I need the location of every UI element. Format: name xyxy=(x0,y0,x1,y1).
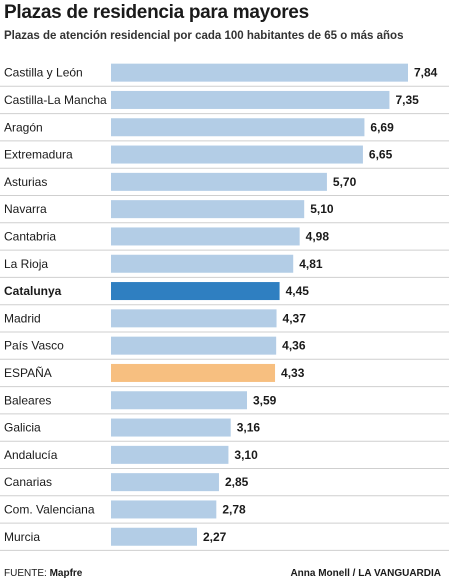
category-label: Madrid xyxy=(4,311,41,325)
category-label: Baleares xyxy=(4,393,51,407)
value-label: 4,36 xyxy=(282,339,306,353)
chart-title: Plazas de residencia para mayores xyxy=(4,2,309,23)
value-label: 2,27 xyxy=(203,530,227,544)
bar xyxy=(111,90,390,109)
value-label: 6,65 xyxy=(369,148,393,162)
bar xyxy=(111,363,276,382)
value-label: 4,98 xyxy=(306,229,330,243)
value-label: 4,33 xyxy=(281,366,305,380)
category-label: Canarias xyxy=(4,475,52,489)
bar xyxy=(111,445,229,464)
chart-subtitle: Plazas de atención residencial por cada … xyxy=(4,30,404,42)
category-label: ESPAÑA xyxy=(4,366,52,380)
bar xyxy=(111,527,197,546)
value-label: 3,10 xyxy=(234,448,258,462)
bar xyxy=(111,227,300,246)
value-label: 2,85 xyxy=(225,475,249,489)
value-label: 5,70 xyxy=(333,175,357,189)
bar xyxy=(111,282,280,301)
bar xyxy=(111,172,327,191)
category-label: La Rioja xyxy=(4,257,48,271)
category-label: Cantabria xyxy=(4,229,56,243)
category-label: Castilla-La Mancha xyxy=(4,93,107,107)
category-label: Extremadura xyxy=(4,148,73,162)
bar xyxy=(111,473,219,492)
bar xyxy=(111,309,277,328)
category-label: Navarra xyxy=(4,202,47,216)
value-label: 7,35 xyxy=(395,93,419,107)
source-name: Mapfre xyxy=(49,568,83,579)
value-label: 3,16 xyxy=(237,421,261,435)
bar xyxy=(111,391,247,410)
bar xyxy=(111,254,294,273)
bar xyxy=(111,118,365,137)
value-label: 4,81 xyxy=(299,257,323,271)
category-label: Com. Valenciana xyxy=(4,502,95,516)
credit: Anna Monell / LA VANGUARDIA xyxy=(290,568,441,579)
category-label: Catalunya xyxy=(4,284,62,298)
category-label: Castilla y León xyxy=(4,66,83,80)
category-label: Galicia xyxy=(4,421,41,435)
value-label: 2,78 xyxy=(222,502,246,516)
category-label: Andalucía xyxy=(4,448,58,462)
bar xyxy=(111,200,305,219)
bar xyxy=(111,63,408,82)
bar xyxy=(111,336,277,355)
category-label: Murcia xyxy=(4,530,40,544)
bar xyxy=(111,145,363,164)
source-note: FUENTE: Mapfre xyxy=(4,568,82,579)
bar xyxy=(111,418,231,437)
value-label: 3,59 xyxy=(253,393,277,407)
bar xyxy=(111,500,217,519)
value-label: 5,10 xyxy=(310,202,334,216)
category-label: Asturias xyxy=(4,175,47,189)
category-label: Aragón xyxy=(4,120,43,134)
source-label: FUENTE: xyxy=(4,568,47,579)
value-label: 6,69 xyxy=(370,120,394,134)
category-label: País Vasco xyxy=(4,339,64,353)
value-label: 4,37 xyxy=(283,311,307,325)
value-label: 4,45 xyxy=(286,284,310,298)
value-label: 7,84 xyxy=(414,66,438,80)
